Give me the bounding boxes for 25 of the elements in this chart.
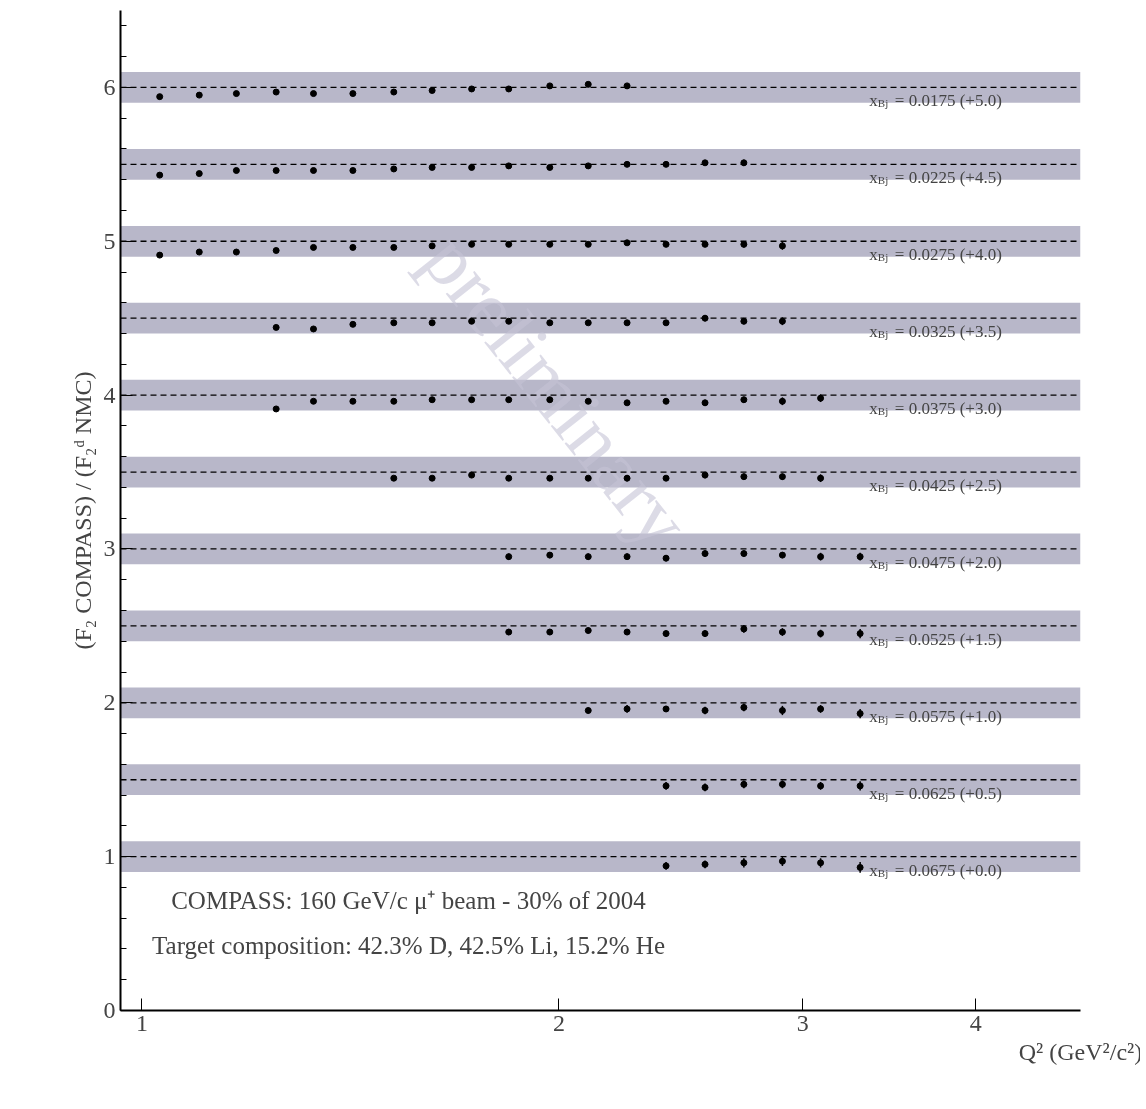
text: xBj = 0.0275 (+4.0) [869, 245, 1002, 265]
x-tick-label: 4 [969, 1009, 982, 1036]
text: xBj = 0.0375 (+3.0) [869, 399, 1002, 419]
y-tick-label: 2 [103, 689, 116, 716]
y-tick-label: 5 [103, 227, 116, 254]
text: xBj = 0.0425 (+2.5) [869, 476, 1002, 496]
series-label: xBj = 0.0525 (+1.5) [869, 629, 1002, 649]
annotation: Target composition: 42.3% D, 42.5% Li, 15.2% He [152, 932, 666, 959]
series-label: xBj = 0.0625 (+0.5) [869, 783, 1002, 803]
y-tick-label: 6 [103, 73, 116, 100]
annotation: COMPASS: 160 GeV/c μ⁺ beam - 30% of 2004 [171, 887, 647, 914]
y-tick-label: 0 [103, 997, 116, 1023]
y-axis-title: (F₂ COMPASS) / (F₂ᵈ NMC) [69, 371, 96, 650]
y-tick-label: 3 [103, 535, 116, 562]
x-tick-label: 2 [552, 1009, 565, 1036]
x-tick-label: 3 [796, 1009, 809, 1036]
y-tick-label: 4 [103, 381, 116, 408]
series-label: xBj = 0.0575 (+1.0) [869, 706, 1002, 726]
text: xBj = 0.0225 (+4.5) [869, 168, 1002, 188]
x-tick-label: 1 [135, 1009, 148, 1036]
text: xBj = 0.0175 (+5.0) [869, 91, 1002, 111]
text: xBj = 0.0325 (+3.5) [869, 322, 1002, 342]
series-label: xBj = 0.0675 (+0.0) [869, 860, 1002, 880]
y-tick-label: 1 [103, 843, 116, 870]
series-label: xBj = 0.0475 (+2.0) [869, 552, 1002, 572]
